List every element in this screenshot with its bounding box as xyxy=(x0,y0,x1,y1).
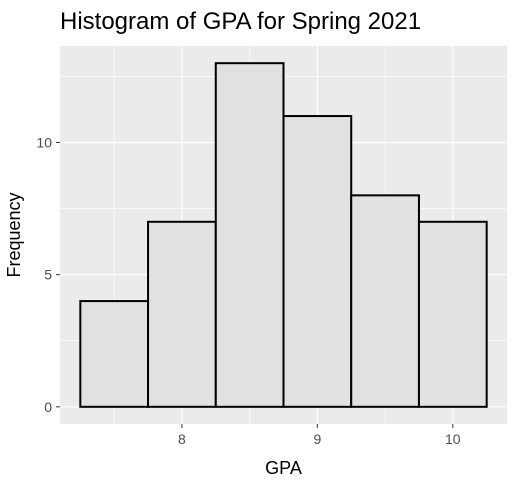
histogram-bar xyxy=(79,300,150,408)
x-tick-label: 10 xyxy=(445,431,461,447)
x-axis-ticks: 8 9 10 xyxy=(178,424,461,447)
x-tick-label: 8 xyxy=(178,431,186,447)
y-axis-title: Frequency xyxy=(4,192,24,277)
histogram-bar xyxy=(147,220,217,408)
chart-title: Histogram of GPA for Spring 2021 xyxy=(60,8,422,35)
y-tick-label: 5 xyxy=(44,267,52,283)
y-axis-ticks: 0 5 10 xyxy=(36,134,60,415)
y-tick-label: 10 xyxy=(36,134,52,150)
histogram-bar xyxy=(282,115,353,408)
x-tick-label: 9 xyxy=(313,431,321,447)
y-tick-label: 0 xyxy=(44,399,52,415)
histogram-bars xyxy=(79,62,488,408)
histogram-bar xyxy=(350,194,420,408)
histogram-bar xyxy=(214,62,285,408)
histogram-bar xyxy=(417,220,488,408)
x-axis-title: GPA xyxy=(265,458,302,478)
